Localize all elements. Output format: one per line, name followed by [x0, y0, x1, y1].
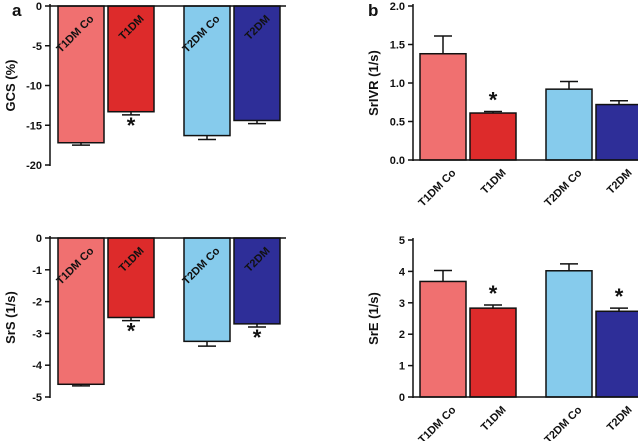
y-tick-label: -5: [32, 41, 42, 53]
y-tick-label: 5: [399, 235, 405, 247]
y-axis-label: GCS (%): [3, 60, 18, 112]
significance-star-t1dm: *: [489, 87, 498, 112]
significance-star-t2dm: *: [615, 284, 624, 309]
y-tick-label: -3: [32, 328, 42, 340]
y-tick-label: -10: [26, 81, 42, 93]
bar-t1dm: [469, 307, 517, 398]
category-label-t1dm: T1DM: [479, 404, 509, 434]
bar-t1dm: [107, 237, 155, 319]
y-tick-label: -4: [32, 360, 43, 372]
y-tick-label: -5: [32, 392, 42, 404]
y-tick-label: 1.0: [390, 78, 405, 90]
bar-t1dm-co: [57, 5, 105, 144]
bar-t2dm-co: [545, 270, 593, 398]
bar-t2dm: [595, 310, 638, 398]
category-label-t2dm-co: T2DM Co: [542, 167, 584, 209]
category-label-t1dm: T1DM: [479, 167, 509, 197]
bar-t2dm: [233, 5, 281, 122]
category-label-t1dm-co: T1DM Co: [416, 404, 458, 441]
y-tick-label: -20: [26, 160, 42, 172]
bar-t2dm-co: [183, 237, 231, 343]
y-tick-label: 1: [399, 361, 405, 373]
bar-t1dm-co: [419, 52, 467, 161]
y-tick-label: -2: [32, 297, 42, 309]
significance-star-t2dm: *: [253, 325, 262, 350]
y-tick-label: 0: [36, 1, 42, 13]
y-axis-label: SrIVR (1/s): [366, 50, 381, 116]
y-tick-label: 0.5: [390, 117, 405, 129]
y-tick-label: -15: [26, 120, 42, 132]
bar-t2dm-co: [545, 88, 593, 161]
category-label-t2dm: T2DM: [605, 167, 635, 197]
y-tick-label: 4: [399, 266, 406, 278]
y-tick-label: 2.0: [390, 1, 405, 13]
y-tick-label: 0: [399, 392, 405, 404]
category-label-t2dm: T2DM: [605, 404, 635, 434]
bar-t2dm: [595, 103, 638, 161]
significance-star-t1dm: *: [127, 319, 136, 344]
y-tick-label: 3: [399, 298, 405, 310]
y-axis-label: SrE (1/s): [366, 292, 381, 345]
y-tick-label: 0: [36, 233, 42, 245]
y-tick-label: 2: [399, 329, 405, 341]
chart-panel-2: T1DM Co * T1DM T2DM Co T2DM 0.0 0.5 1.0 1.5 2.0 Sr…: [366, 1, 638, 209]
bar-t1dm-co: [419, 280, 467, 398]
y-axis-label: SrS (1/s): [3, 291, 18, 344]
panel-letter: a: [12, 1, 22, 20]
category-label-t2dm-co: T2DM Co: [542, 404, 584, 441]
bar-t1dm: [469, 112, 517, 161]
y-tick-label: -1: [32, 265, 42, 277]
y-tick-label: 1.5: [390, 40, 405, 52]
significance-star-t1dm: *: [127, 113, 136, 138]
category-label-t1dm-co: T1DM Co: [416, 167, 458, 209]
chart-panel-4: T1DM Co * T1DM T2DM Co * T2DM 0 1 2 3 4 5 SrE (1/s): [366, 235, 638, 441]
significance-star-t1dm: *: [489, 281, 498, 306]
y-tick-label: 0.0: [390, 155, 405, 167]
panel-letter: b: [368, 1, 378, 20]
bar-t2dm: [233, 237, 281, 325]
